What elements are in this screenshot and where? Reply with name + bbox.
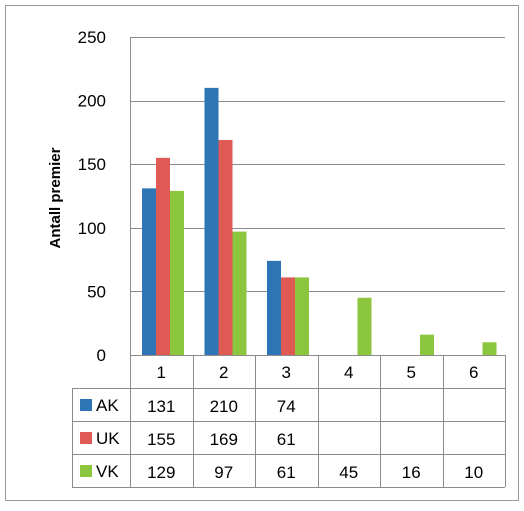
y-tick-label: 200: [78, 92, 106, 111]
bar-ak-3: [267, 260, 281, 355]
x-tick-label: 3: [282, 363, 291, 382]
y-tick-label: 0: [97, 346, 106, 365]
x-tick-label: 4: [344, 363, 353, 382]
legend-label-vk: VK: [96, 462, 119, 481]
bar-ak-2: [204, 87, 219, 355]
data-label-uk: 169: [210, 430, 238, 449]
data-label-vk: 129: [147, 463, 175, 482]
gridlines: [130, 37, 505, 292]
y-axis-title: Antall premier: [47, 147, 64, 248]
data-label-vk: 97: [214, 463, 233, 482]
bars: [142, 87, 497, 355]
data-label-vk: 61: [277, 463, 296, 482]
legend-label-ak: AK: [96, 396, 119, 415]
legend-key-ak: [80, 399, 92, 411]
data-label-vk: 45: [339, 463, 358, 482]
data-label-uk: 61: [277, 430, 296, 449]
legend-label-uk: UK: [96, 429, 120, 448]
x-tick-label: 6: [469, 363, 478, 382]
data-label-vk: 10: [464, 463, 483, 482]
x-tick-label: 2: [219, 363, 228, 382]
data-label-ak: 210: [210, 397, 238, 416]
bar-vk-1: [170, 190, 184, 355]
bar-vk-2: [232, 231, 247, 355]
bar-uk-3: [281, 277, 295, 355]
bar-vk-5: [420, 334, 434, 355]
x-tick-label: 5: [407, 363, 416, 382]
x-tick-label: 1: [157, 363, 166, 382]
chart-frame: [5, 5, 519, 501]
bar-uk-1: [156, 157, 170, 355]
bar-vk-6: [482, 342, 497, 355]
bar-vk-4: [357, 297, 372, 355]
data-label-ak: 74: [277, 397, 296, 416]
data-label-uk: 155: [147, 430, 175, 449]
axes: 0 50 100 150 200 250: [78, 28, 505, 365]
bar-uk-2: [218, 140, 233, 355]
y-tick-label: 50: [87, 282, 106, 301]
legend-key-vk: [80, 465, 92, 477]
bar-vk-3: [295, 277, 309, 355]
data-label-ak: 131: [147, 397, 175, 416]
data-label-vk: 16: [402, 463, 421, 482]
y-tick-label: 250: [78, 28, 106, 47]
bar-ak-1: [142, 188, 156, 355]
legend-key-uk: [80, 432, 92, 444]
y-tick-label: 150: [78, 155, 106, 174]
y-tick-label: 100: [78, 219, 106, 238]
